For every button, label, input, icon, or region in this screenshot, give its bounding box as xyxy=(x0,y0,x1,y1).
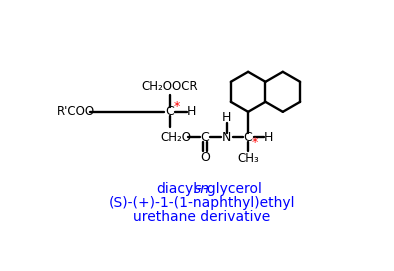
Text: C: C xyxy=(165,105,174,118)
Text: H: H xyxy=(187,105,197,118)
Text: C: C xyxy=(244,131,253,144)
Text: R'COO: R'COO xyxy=(56,105,95,118)
Text: urethane derivative: urethane derivative xyxy=(133,209,271,224)
Text: *: * xyxy=(173,100,180,113)
Text: H: H xyxy=(222,111,231,124)
Text: N: N xyxy=(222,131,231,144)
Text: diacyl-: diacyl- xyxy=(156,182,202,196)
Text: *: * xyxy=(252,136,258,149)
Text: CH₂OOCR: CH₂OOCR xyxy=(141,80,198,93)
Text: sn: sn xyxy=(194,182,210,196)
Text: CH₂O: CH₂O xyxy=(160,131,191,144)
Text: CH₃: CH₃ xyxy=(237,151,259,164)
Text: C: C xyxy=(201,131,209,144)
Text: H: H xyxy=(264,131,273,144)
Text: -glycerol: -glycerol xyxy=(202,182,262,196)
Text: (S)-(+)-1-(1-naphthyl)ethyl: (S)-(+)-1-(1-naphthyl)ethyl xyxy=(109,196,295,210)
Text: O: O xyxy=(200,151,210,164)
